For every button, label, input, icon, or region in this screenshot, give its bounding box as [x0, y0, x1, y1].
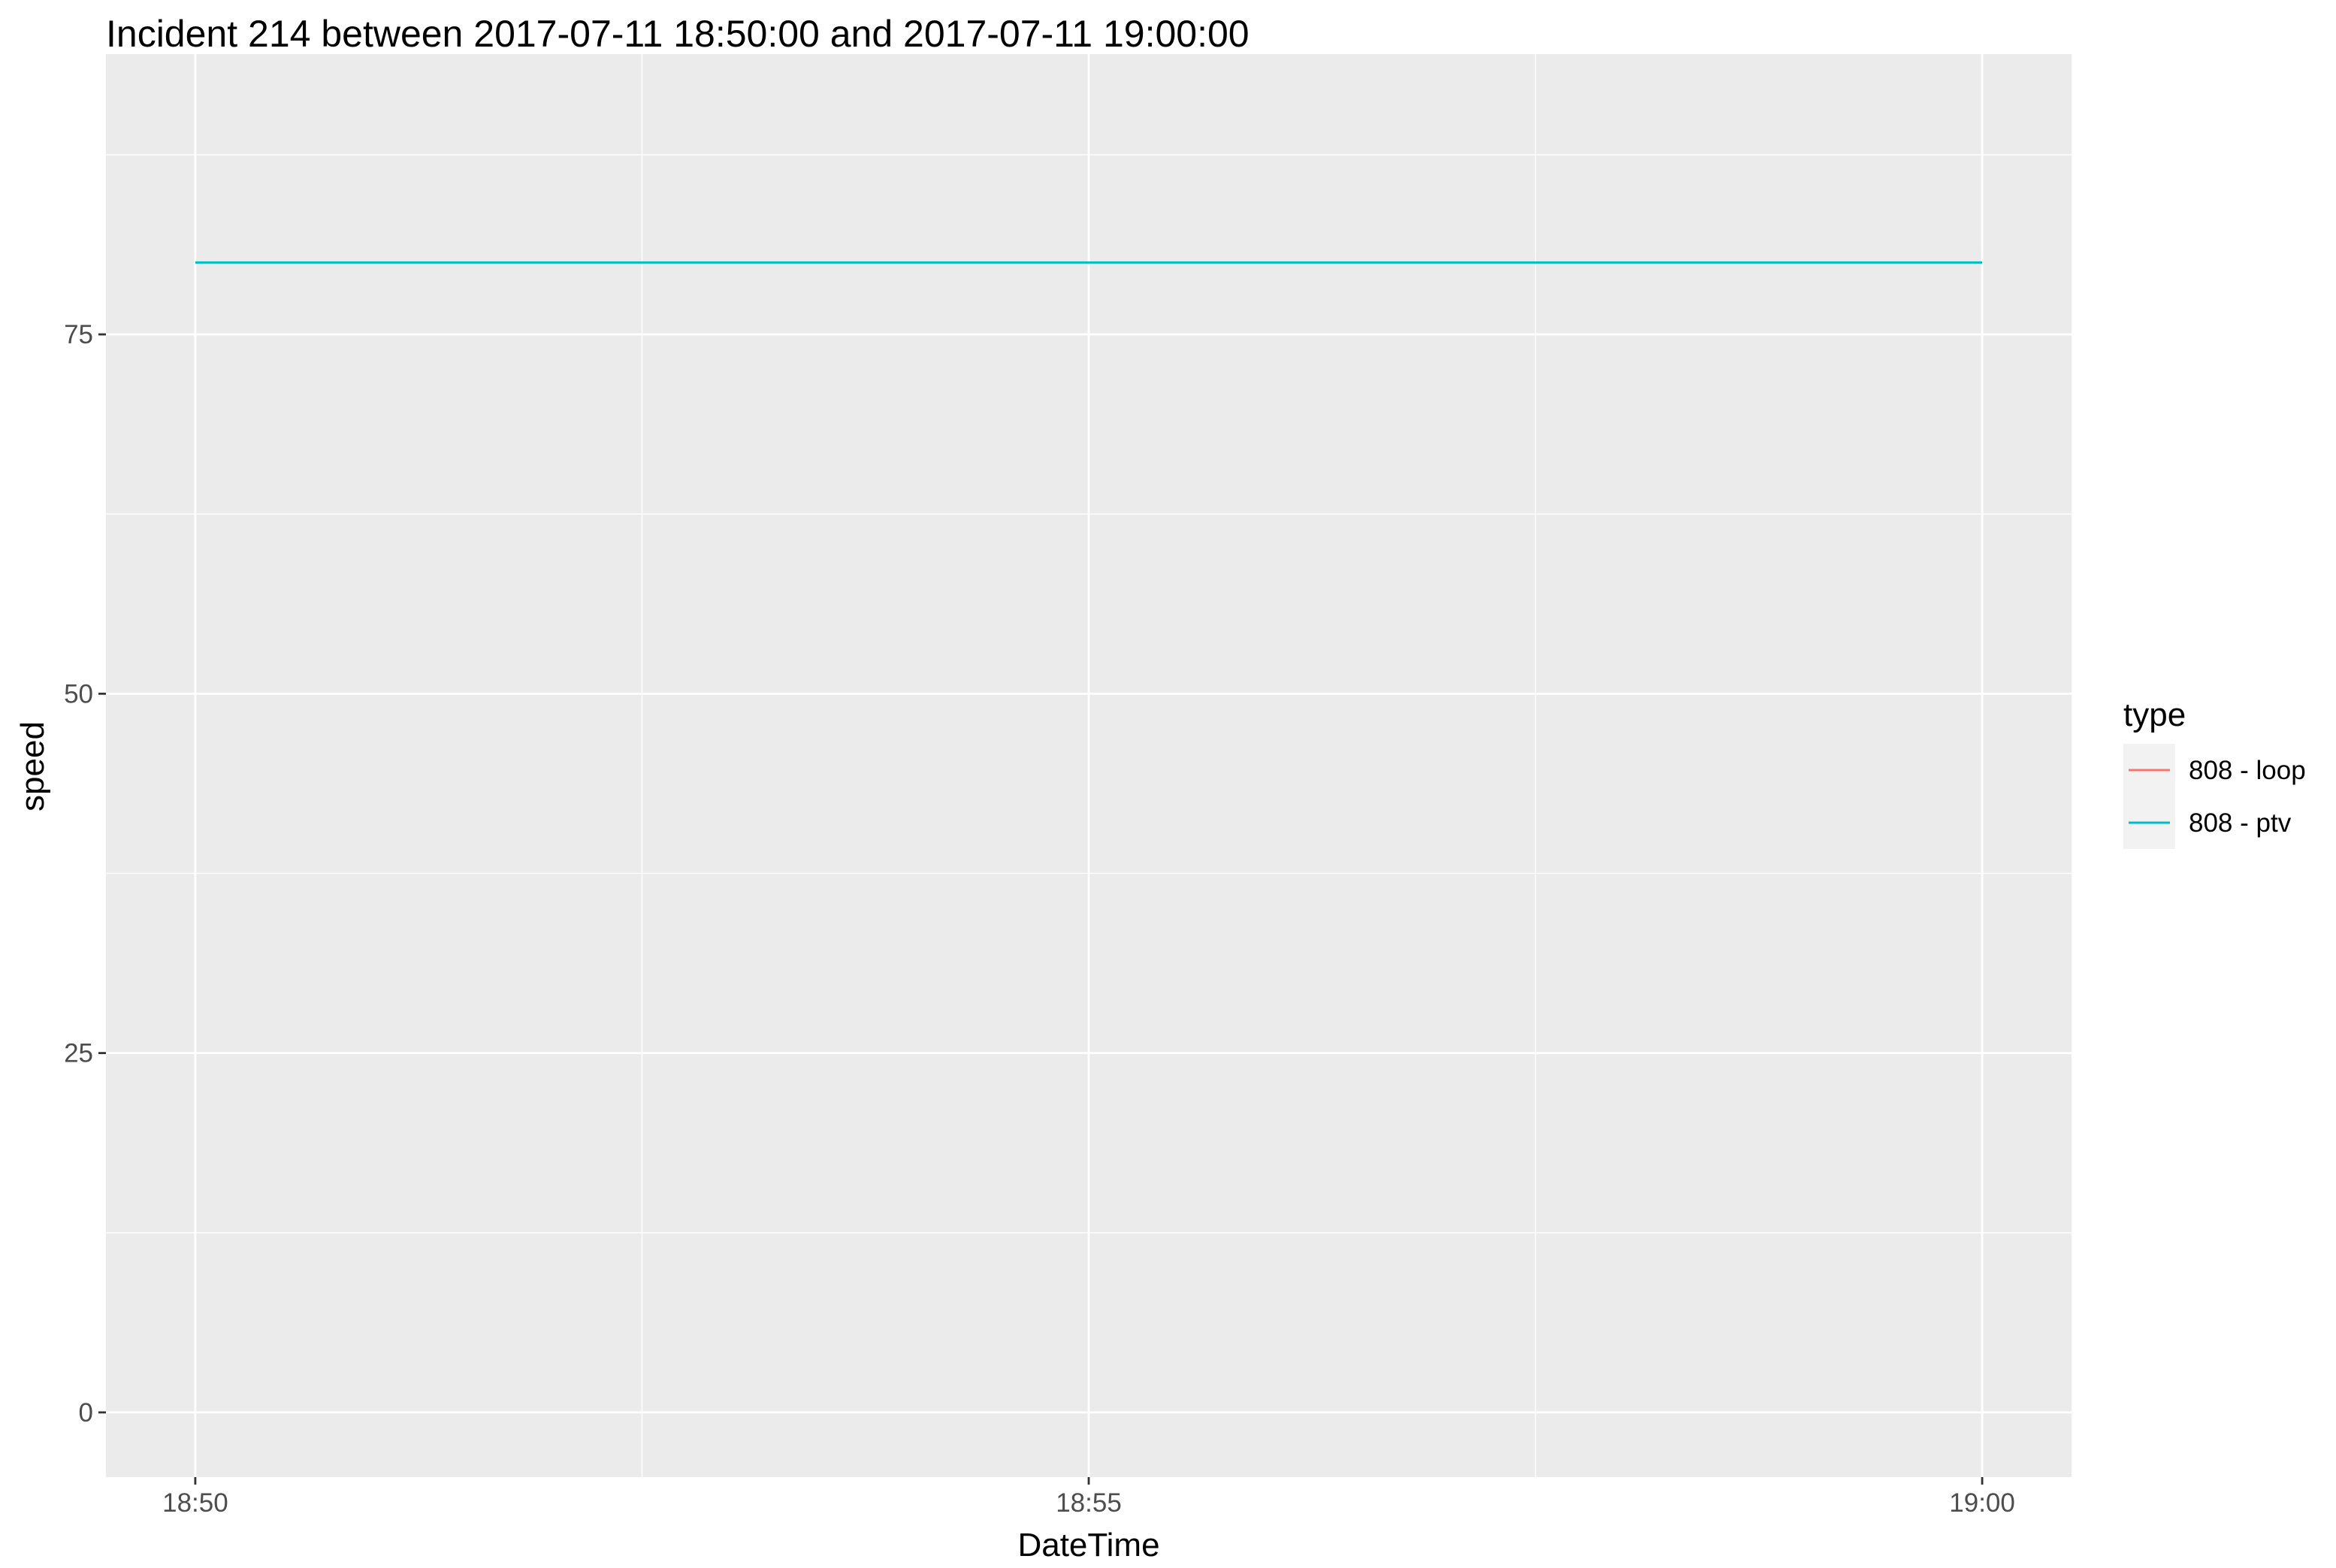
x-tick-label: 18:50 — [162, 1488, 228, 1518]
y-tick-label: 75 — [64, 320, 93, 349]
y-tick-label: 0 — [79, 1398, 93, 1428]
legend-title: type — [2123, 696, 2186, 733]
major-gridlines — [106, 54, 2072, 1477]
x-axis: 18:50 18:55 19:00 — [162, 1477, 2015, 1518]
y-tick-label: 50 — [64, 679, 93, 708]
chart-title: Incident 214 between 2017-07-11 18:50:00… — [106, 13, 1250, 55]
y-tick-label: 25 — [64, 1039, 93, 1068]
x-tick-label: 18:55 — [1056, 1488, 1122, 1518]
x-axis-title: DateTime — [1017, 1527, 1159, 1563]
y-axis-title: speed — [14, 721, 51, 811]
legend: type 808 - loop 808 - ptv — [2123, 696, 2306, 849]
y-axis: 0 25 50 75 — [64, 320, 106, 1428]
legend-label: 808 - loop — [2189, 756, 2306, 785]
legend-label: 808 - ptv — [2189, 808, 2292, 838]
x-tick-label: 19:00 — [1949, 1488, 2015, 1518]
